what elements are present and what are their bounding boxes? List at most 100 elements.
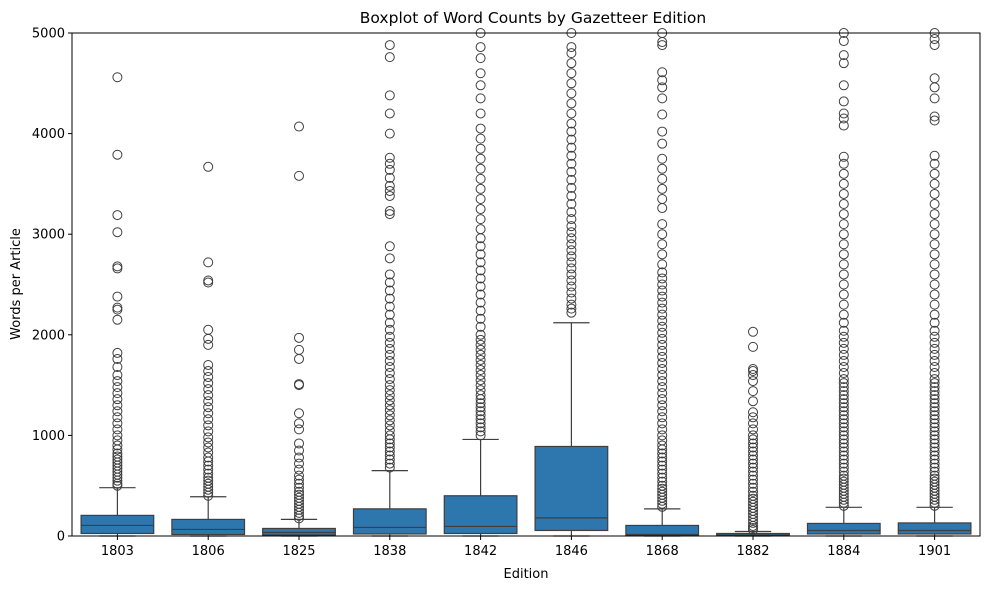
outlier-point — [112, 430, 123, 441]
outlier-point — [929, 450, 940, 461]
box — [352, 508, 427, 535]
outlier-point — [203, 333, 214, 344]
box — [534, 445, 609, 532]
outlier-point — [475, 214, 486, 225]
outlier-point — [203, 460, 214, 471]
outlier-point — [929, 209, 940, 220]
outlier-point — [657, 67, 668, 78]
outlier-point — [203, 257, 214, 268]
outlier-point — [384, 361, 395, 372]
outlier-point — [384, 450, 395, 461]
outlier-point — [384, 400, 395, 411]
outlier-point — [929, 355, 940, 366]
outlier-point — [657, 309, 668, 320]
outlier-point — [475, 426, 486, 437]
outlier-point — [384, 331, 395, 342]
outlier-point — [657, 364, 668, 375]
outlier-point — [203, 426, 214, 437]
outlier-point — [112, 263, 123, 274]
outlier-point — [203, 414, 214, 425]
outlier-point — [929, 229, 940, 240]
outlier-point — [838, 462, 849, 473]
outlier-point — [475, 430, 486, 441]
outlier-point — [203, 390, 214, 401]
outlier-point — [384, 425, 395, 436]
outlier-point — [294, 482, 304, 493]
outlier-point — [475, 143, 486, 154]
outlier-point — [566, 190, 577, 201]
outlier-point — [929, 434, 940, 445]
outlier-point — [203, 324, 214, 335]
box — [262, 527, 336, 536]
outlier-point — [475, 305, 486, 316]
outlier-point — [475, 359, 486, 370]
outlier-point — [748, 424, 758, 435]
outlier-point — [929, 438, 940, 449]
plot-area: 0 1000 2000 3000 4000 5000 1803 1806 1825 1838 184… — [32, 27, 972, 559]
outlier-point — [838, 309, 849, 320]
outlier-point — [657, 464, 668, 475]
outlier-point — [838, 361, 849, 372]
outlier-point — [112, 394, 123, 405]
outlier-point — [475, 344, 486, 355]
outlier-point — [657, 279, 668, 290]
outlier-point — [657, 456, 668, 467]
outlier-point — [566, 150, 577, 161]
outlier-point — [294, 121, 304, 132]
outlier-point — [929, 219, 940, 230]
outlier-point — [838, 168, 849, 179]
outlier-point — [838, 438, 849, 449]
outlier-point — [748, 341, 758, 352]
outlier-point — [838, 446, 849, 457]
outlier-point — [929, 410, 940, 421]
outlier-point — [657, 480, 668, 491]
outlier-point — [294, 492, 304, 503]
outlier-point — [294, 379, 304, 390]
outlier-point — [838, 219, 849, 230]
outlier-point — [203, 396, 214, 407]
box-group-1838 — [352, 40, 427, 537]
outlier-point — [294, 470, 304, 481]
outlier-point — [929, 349, 940, 360]
y-tick-label: 1000 — [32, 429, 65, 444]
outlier-point — [475, 289, 486, 300]
outlier-point — [838, 80, 849, 91]
outlier-point — [748, 454, 758, 465]
outlier-point — [929, 361, 940, 372]
outlier-point — [475, 224, 486, 235]
outlier-point — [929, 418, 940, 429]
outlier-point — [294, 170, 304, 181]
x-tick-label: 1803 — [101, 544, 134, 559]
outlier-point — [657, 388, 668, 399]
outlier-point — [748, 446, 758, 457]
outlier-point — [657, 82, 668, 93]
outlier-point — [384, 108, 395, 119]
outlier-point — [203, 472, 214, 483]
outlier-point — [566, 142, 577, 153]
outlier-point — [838, 108, 849, 119]
outlier-point — [748, 386, 758, 397]
outlier-point — [384, 52, 395, 63]
outlier-point — [112, 454, 123, 465]
outlier-point — [657, 219, 668, 230]
outlier-point — [203, 339, 214, 350]
outlier-point — [384, 462, 395, 473]
outlier-point — [203, 275, 214, 286]
outlier-point — [657, 418, 668, 429]
outlier-point — [929, 466, 940, 477]
outlier-point — [929, 150, 940, 161]
outlier-point — [566, 134, 577, 145]
outlier-point — [929, 368, 940, 379]
outlier-point — [657, 173, 668, 184]
box — [625, 524, 700, 537]
outlier-point — [929, 382, 940, 393]
outlier-point — [384, 355, 395, 366]
outlier-point — [475, 93, 486, 104]
outlier-point — [838, 430, 849, 441]
outlier-point — [566, 269, 577, 280]
outlier-point — [475, 249, 486, 260]
outlier-point — [838, 331, 849, 342]
outlier-point — [748, 478, 758, 489]
box — [443, 495, 518, 535]
